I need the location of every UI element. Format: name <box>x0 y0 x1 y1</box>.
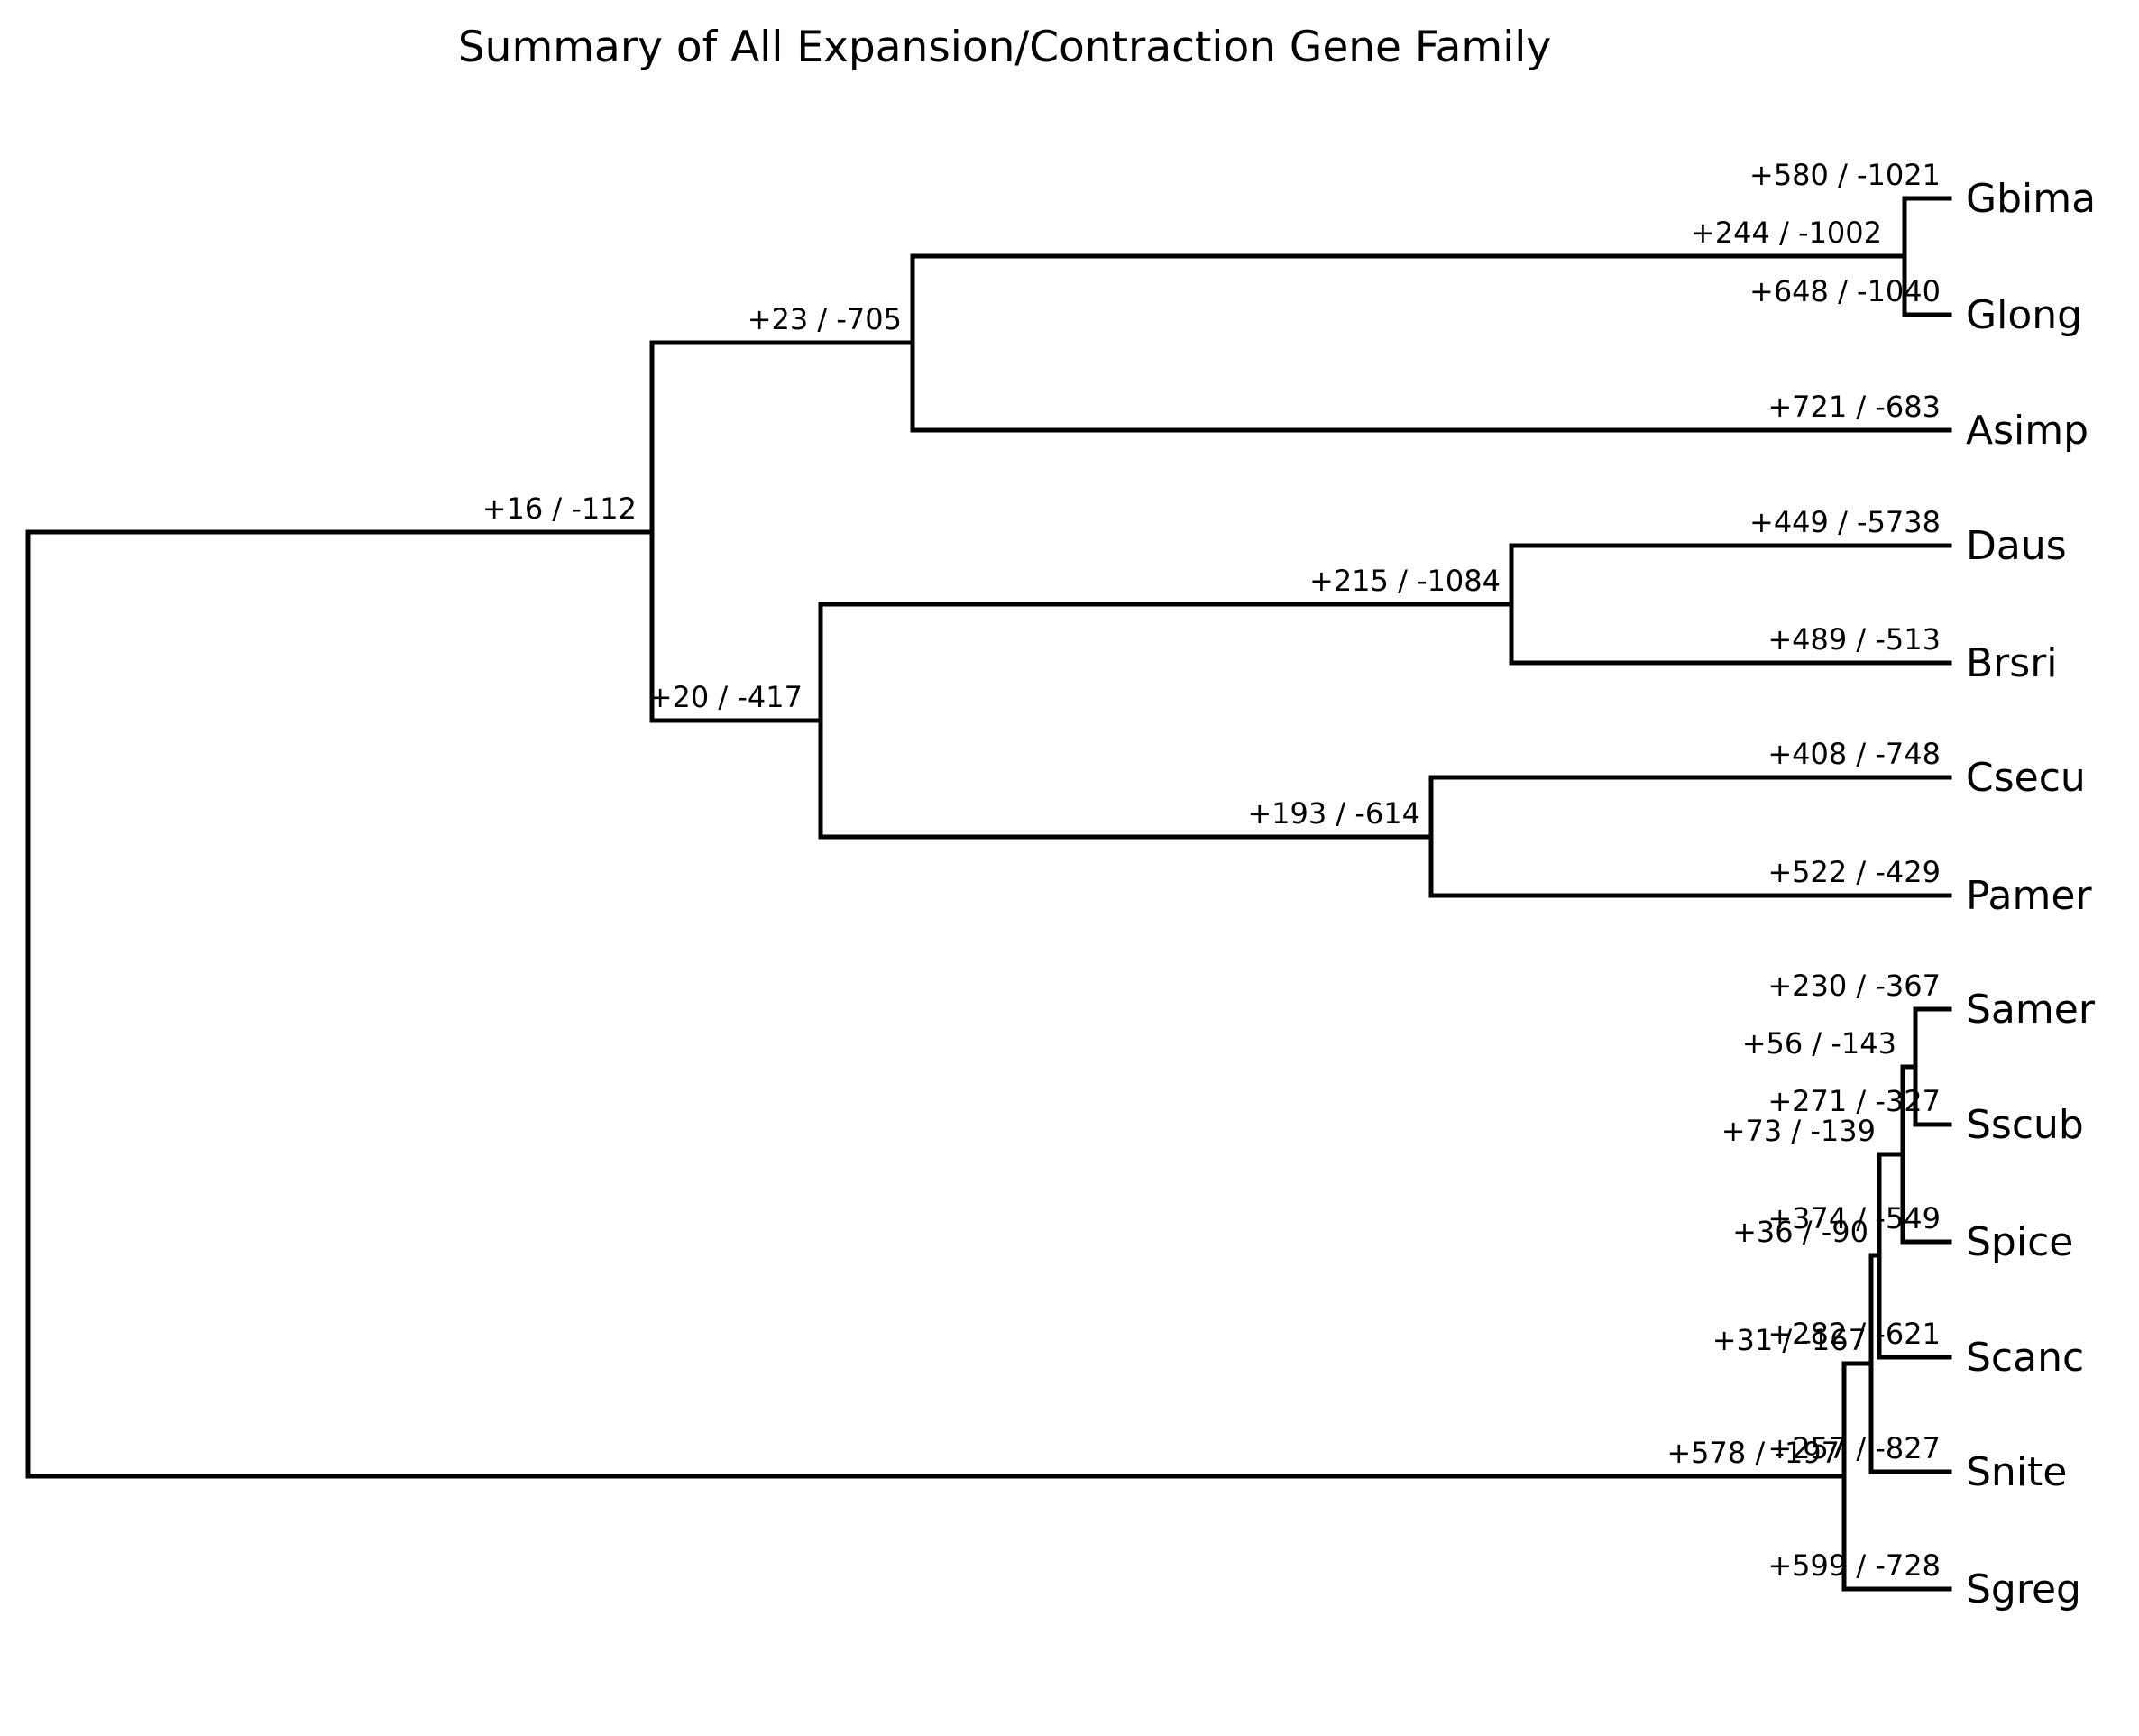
species-label-glong: Glong <box>1966 292 2082 338</box>
chart-title: Summary of All Expansion/Contraction Gen… <box>458 23 1551 72</box>
gain-loss-label-sgreg: +599 / -728 <box>1767 1548 1941 1583</box>
species-label-brsri: Brsri <box>1966 640 2058 686</box>
species-label-sgreg: Sgreg <box>1966 1566 2081 1612</box>
gain-loss-label-samer-snite: +31 / -167 <box>1712 1323 1867 1357</box>
species-label-spice: Spice <box>1966 1219 2073 1265</box>
gain-loss-label-brsri: +489 / -513 <box>1767 622 1941 657</box>
gain-loss-label-snite: +257 / -827 <box>1767 1431 1941 1465</box>
gain-loss-label-scanc: +282 / -621 <box>1767 1317 1941 1351</box>
gain-loss-label-spice: +374 / -549 <box>1767 1201 1941 1235</box>
gain-loss-label-gbima: +580 / -1021 <box>1749 158 1941 192</box>
species-label-sscub: Sscub <box>1966 1102 2084 1148</box>
species-label-csecu: Csecu <box>1966 755 2086 801</box>
gain-loss-label-asimp: +721 / -683 <box>1767 390 1941 424</box>
gain-loss-label-samer-spice: +73 / -139 <box>1721 1114 1876 1148</box>
gain-loss-label-gbima-glong-asimp: +23 / -705 <box>748 302 902 336</box>
gain-loss-label-daus-pamer: +20 / -417 <box>648 680 803 714</box>
gain-loss-label-gbima-pamer: +16 / -112 <box>482 491 637 526</box>
species-label-gbima: Gbima <box>1966 176 2096 222</box>
gain-loss-label-samer-sscub: +56 / -143 <box>1742 1026 1896 1061</box>
gain-loss-label-csecu: +408 / -748 <box>1767 737 1941 771</box>
gain-loss-label-sscub: +271 / -327 <box>1767 1084 1941 1118</box>
species-label-asimp: Asimp <box>1966 408 2089 454</box>
gain-loss-label-daus-brsri: +215 / -1084 <box>1309 564 1501 598</box>
gain-loss-label-csecu-pamer: +193 / -614 <box>1247 796 1420 831</box>
species-label-scanc: Scanc <box>1966 1335 2084 1381</box>
species-label-snite: Snite <box>1966 1449 2067 1495</box>
gain-loss-label-pamer: +522 / -429 <box>1767 855 1941 889</box>
gain-loss-label-daus: +449 / -5738 <box>1749 505 1941 539</box>
gain-loss-label-glong: +648 / -1040 <box>1749 274 1941 308</box>
species-label-pamer: Pamer <box>1966 873 2092 919</box>
species-label-daus: Daus <box>1966 523 2067 569</box>
species-label-samer: Samer <box>1966 987 2096 1033</box>
gain-loss-label-samer: +230 / -367 <box>1767 969 1941 1003</box>
gain-loss-label-samer-scanc: +36 / -90 <box>1732 1215 1868 1249</box>
gain-loss-label-samer-sgreg: +578 / -197 <box>1666 1436 1840 1470</box>
gain-loss-label-gbima-glong: +244 / -1002 <box>1691 216 1882 250</box>
tree-branches: +244 / -1002 +23 / -705 +215 / -1084 +193 /… <box>25 158 2096 1612</box>
